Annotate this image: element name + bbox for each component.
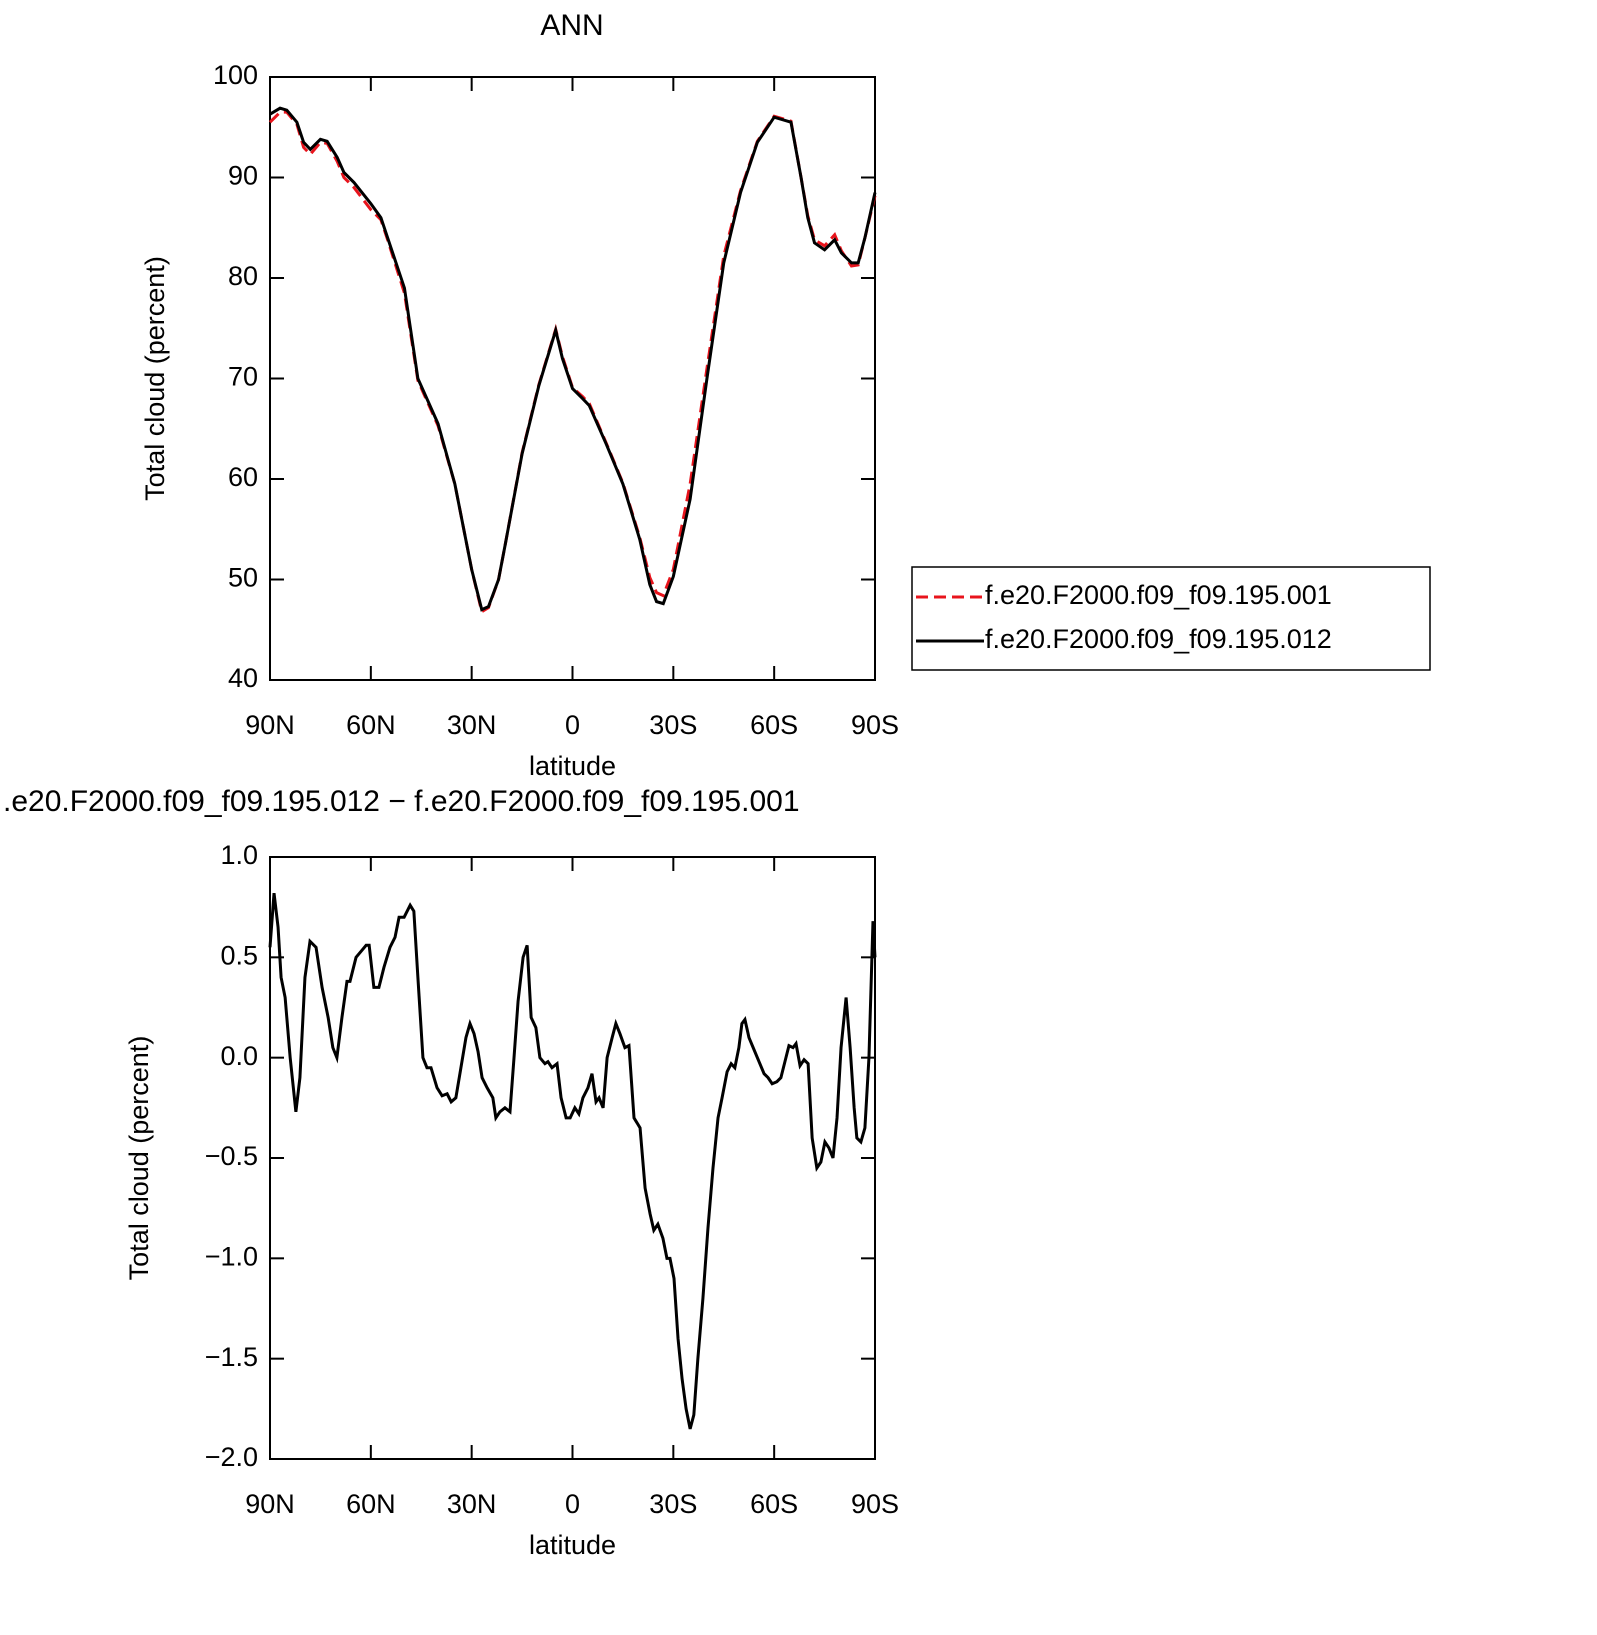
x-tick-label: 90N: [245, 1489, 295, 1519]
plot-frame: [269, 856, 876, 1460]
y-tick-label: 60: [228, 462, 258, 492]
x-tick-label: 30S: [649, 1489, 697, 1519]
x-tick-label: 60N: [346, 710, 396, 740]
x-tick-label: 30N: [447, 1489, 497, 1519]
y-tick-label: 50: [228, 563, 258, 593]
x-tick-label: 90S: [851, 1489, 899, 1519]
chart-panel: ANN 40 50 60 70 80 90 100 90N 60N 30N 0 30S 60S 90S lat…: [140, 9, 1431, 781]
y-tick-label: −1.5: [205, 1342, 258, 1372]
y-tick-label: 0.0: [220, 1041, 258, 1071]
y-tick-label: 80: [228, 261, 258, 291]
legend-label: f.e20.F2000.f09_f09.195.001: [985, 580, 1332, 610]
plot-frame: [269, 76, 876, 681]
legend-box: [911, 566, 1431, 671]
y-tick-label: 90: [228, 161, 258, 191]
y-tick-label: 40: [228, 663, 258, 693]
y-tick-label: 100: [213, 60, 258, 90]
x-tick-label: 60S: [750, 1489, 798, 1519]
chart-title: .e20.F2000.f09_f09.195.012 − f.e20.F2000…: [3, 785, 800, 818]
data-line: [268, 110, 877, 614]
x-tick-label: 30N: [447, 710, 497, 740]
y-tick-label: −1.0: [205, 1241, 258, 1271]
chart-title: ANN: [540, 9, 603, 42]
y-tick-label: 1.0: [220, 840, 258, 870]
x-tick-label: 60N: [346, 1489, 396, 1519]
y-tick-label: −0.5: [205, 1141, 258, 1171]
y-tick-label: −2.0: [205, 1442, 258, 1472]
chart-panel: .e20.F2000.f09_f09.195.012 − f.e20.F2000…: [3, 785, 899, 1560]
x-tick-label: 30S: [649, 710, 697, 740]
data-line: [269, 106, 877, 612]
x-axis-label: latitude: [529, 751, 616, 781]
x-tick-label: 0: [565, 1489, 580, 1519]
x-tick-label: 60S: [750, 710, 798, 740]
x-tick-label: 0: [565, 710, 580, 740]
y-tick-label: 70: [228, 362, 258, 392]
y-tick-label: 0.5: [220, 940, 258, 970]
legend-label: f.e20.F2000.f09_f09.195.012: [985, 624, 1332, 654]
y-axis-label: Total cloud (percent): [124, 1036, 154, 1281]
x-tick-label: 90S: [851, 710, 899, 740]
x-axis-label: latitude: [529, 1530, 616, 1560]
data-line: [268, 892, 877, 1430]
x-tick-label: 90N: [245, 710, 295, 740]
y-axis-label: Total cloud (percent): [140, 256, 170, 501]
